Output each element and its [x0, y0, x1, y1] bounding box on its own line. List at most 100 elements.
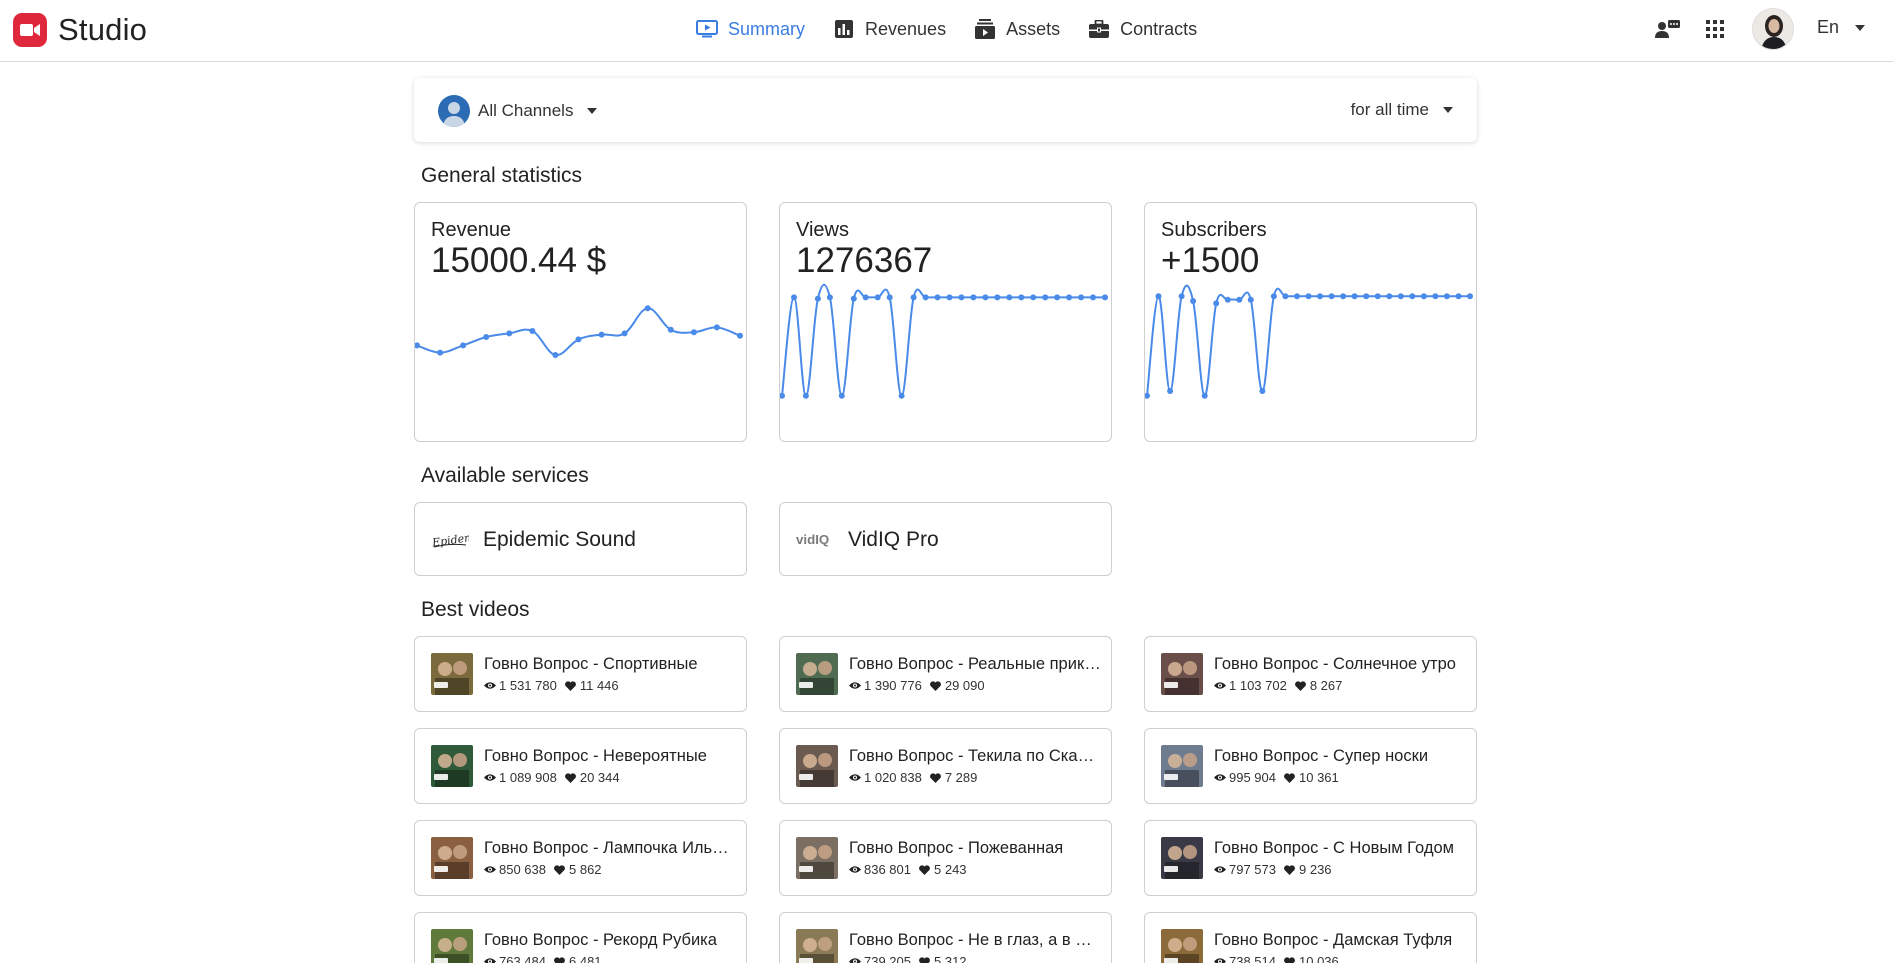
epidemic-sound-logo-icon: Epidemic — [431, 529, 469, 549]
user-avatar[interactable] — [1752, 8, 1794, 50]
video-likes: 8 267 — [1309, 678, 1343, 693]
video-likes: 7 289 — [944, 770, 978, 785]
sparkline-point — [838, 392, 845, 399]
video-likes: 5 862 — [569, 862, 602, 877]
channel-select[interactable]: All Channels — [438, 95, 598, 127]
sparkline-point — [994, 294, 1001, 301]
support-chat-icon[interactable] — [1655, 18, 1681, 40]
video-card[interactable]: Говно Вопрос - Лампочка Ильича 850 638 5 8… — [414, 820, 747, 896]
video-likes: 20 344 — [579, 770, 620, 785]
video-thumbnail — [1161, 929, 1203, 963]
sparkline-point — [598, 331, 605, 338]
sparkline-point — [780, 392, 785, 399]
video-card[interactable]: Говно Вопрос - С Новым Годом 797 573 9 236 — [1144, 820, 1477, 896]
eye-icon — [1214, 680, 1226, 692]
apps-grid-icon[interactable] — [1706, 20, 1732, 42]
language-select[interactable]: En — [1817, 17, 1866, 38]
nav-assets[interactable]: Assets — [974, 16, 1060, 42]
video-card[interactable]: Говно Вопрос - Невероятные 1 089 908 20 34… — [414, 728, 747, 804]
stat-label: Revenue — [431, 219, 512, 241]
service-name: Epidemic Sound — [483, 528, 636, 551]
sparkline-point — [958, 294, 965, 301]
sparkline-point — [946, 294, 953, 301]
sparkline-point — [1054, 294, 1061, 301]
video-thumbnail — [1161, 745, 1203, 787]
video-card[interactable]: Говно Вопрос - Спортивные 1 531 780 11 446 — [414, 636, 747, 712]
eye-icon — [1214, 864, 1226, 876]
nav-summary-label: Summary — [728, 18, 806, 39]
sparkline-point — [1042, 294, 1049, 301]
sparkline-point — [1030, 294, 1037, 301]
video-stats: 1 089 908 20 344 — [484, 770, 620, 785]
main-nav: Summary Revenues Assets Contracts — [696, 16, 1225, 42]
heart-icon — [564, 772, 577, 784]
sparkline-point — [862, 294, 869, 301]
sparkline-point — [1374, 293, 1381, 300]
subscribers-sparkline — [1145, 284, 1473, 399]
sparkline-point — [886, 294, 893, 301]
video-card[interactable]: Говно Вопрос - Солнечное утро 1 103 702 8 … — [1144, 636, 1477, 712]
sparkline-point — [1432, 293, 1439, 300]
sparkline-point — [1455, 293, 1462, 300]
sparkline-point — [1420, 293, 1427, 300]
sparkline-point — [982, 294, 989, 301]
eye-icon — [484, 864, 496, 876]
nav-assets-label: Assets — [1006, 18, 1061, 39]
stat-label: Subscribers — [1161, 219, 1267, 241]
service-epidemic-sound[interactable]: Epidemic Epidemic Sound — [414, 502, 747, 576]
video-card[interactable]: Говно Вопрос - Рекорд Рубика 763 484 6 481 — [414, 912, 747, 963]
video-views: 739 205 — [864, 954, 911, 963]
sparkline-point — [1178, 293, 1185, 300]
video-title: Говно Вопрос - Невероятные — [484, 747, 707, 765]
sparkline-point — [1386, 293, 1393, 300]
sparkline-point — [437, 349, 444, 356]
video-stats: 995 904 10 361 — [1214, 770, 1339, 785]
brand[interactable]: Studio — [13, 12, 147, 48]
video-stats: 1 103 702 8 267 — [1214, 678, 1342, 693]
video-title: Говно Вопрос - Текила по Скайпу — [849, 747, 1101, 765]
video-likes: 10 361 — [1299, 770, 1339, 785]
video-stats: 763 484 6 481 — [484, 954, 602, 963]
video-thumbnail — [431, 653, 473, 695]
play-screen-icon — [696, 18, 718, 40]
video-stats: 797 573 9 236 — [1214, 862, 1332, 877]
video-card[interactable]: Говно Вопрос - Дамская Туфля 738 514 10 03… — [1144, 912, 1477, 963]
nav-summary[interactable]: Summary — [696, 16, 805, 42]
sparkline-point — [1305, 293, 1312, 300]
sparkline-point — [1155, 293, 1162, 300]
stat-card-views: Views 1276367 — [779, 202, 1112, 442]
stat-label: Views — [796, 219, 849, 241]
sparkline-point — [506, 330, 513, 337]
sparkline-point — [667, 326, 674, 333]
video-stats: 738 514 10 036 — [1214, 954, 1339, 963]
video-likes: 9 236 — [1299, 862, 1332, 877]
sparkline-path — [781, 283, 1105, 397]
period-select-label: for all time — [1350, 100, 1429, 119]
video-thumbnail — [431, 837, 473, 879]
nav-contracts[interactable]: Contracts — [1088, 16, 1197, 42]
video-card[interactable]: Говно Вопрос - Супер носки 995 904 10 361 — [1144, 728, 1477, 804]
video-card[interactable]: Говно Вопрос - Пожеванная 836 801 5 243 — [779, 820, 1112, 896]
video-card[interactable]: Говно Вопрос - Реальные приколы 1 390 776… — [779, 636, 1112, 712]
sparkline-point — [460, 342, 467, 349]
video-thumbnail — [796, 837, 838, 879]
sparkline-point — [529, 328, 536, 334]
video-stats: 836 801 5 243 — [849, 862, 967, 877]
heart-icon — [1284, 772, 1296, 784]
briefcase-icon — [1088, 18, 1110, 40]
video-card[interactable]: Говно Вопрос - Текила по Скайпу 1 020 838… — [779, 728, 1112, 804]
video-title: Говно Вопрос - Рекорд Рубика — [484, 931, 717, 949]
sparkline-point — [713, 324, 720, 331]
nav-revenues[interactable]: Revenues — [833, 16, 946, 42]
heart-icon — [1284, 956, 1296, 963]
sparkline-point — [1294, 293, 1300, 300]
eye-icon — [849, 864, 861, 876]
period-select[interactable]: for all time — [1351, 100, 1453, 120]
section-services-title: Available services — [421, 464, 589, 487]
sparkline-point — [1066, 294, 1073, 301]
video-views: 797 573 — [1229, 862, 1276, 877]
video-card[interactable]: Говно Вопрос - Не в глаз, а в бровь 739 2… — [779, 912, 1112, 963]
service-vidiq-pro[interactable]: vidIQ VidIQ Pro — [779, 502, 1112, 576]
sparkline-point — [1090, 294, 1096, 301]
heart-icon — [564, 680, 577, 692]
